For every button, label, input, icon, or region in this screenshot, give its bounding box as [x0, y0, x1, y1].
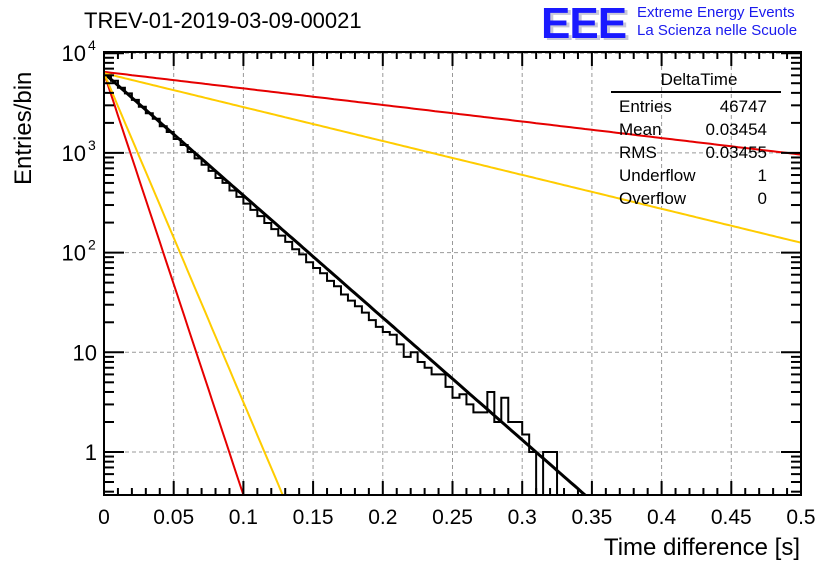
- y-tick-label: 10: [62, 241, 86, 266]
- eee-logo-mark: EEE: [541, 0, 627, 48]
- grid-lines: [104, 52, 801, 495]
- stats-row-overflow: Overflow 0: [611, 187, 781, 210]
- y-axis-label: Entries/bin: [10, 71, 37, 185]
- stats-row-entries: Entries 46747: [611, 95, 781, 118]
- stats-row-underflow: Underflow 1: [611, 164, 781, 187]
- x-tick-label: 0.5: [786, 506, 815, 529]
- stats-value: 0.03454: [705, 120, 767, 139]
- x-tick-label: 0.3: [508, 506, 537, 529]
- stats-row-mean: Mean 0.03454: [611, 118, 781, 141]
- y-tick-label: 10: [62, 141, 86, 166]
- histogram: [104, 73, 559, 495]
- fit-curve-red-shallow: [104, 70, 801, 156]
- stats-label: RMS: [619, 143, 657, 162]
- stats-row-rms: RMS 0.03455: [611, 141, 781, 164]
- stats-title: DeltaTime: [660, 70, 738, 89]
- y-tick-label: 10: [62, 41, 86, 66]
- x-tick-label: 0.2: [368, 506, 397, 529]
- x-tick-label: 0.45: [711, 506, 752, 529]
- y-tick-label: 1: [85, 440, 97, 465]
- fit-curves: [104, 70, 801, 495]
- x-tick-label: 0.05: [153, 506, 194, 529]
- x-tick-label: 0.15: [293, 506, 334, 529]
- stats-value: 1: [757, 166, 767, 185]
- stats-label: Overflow: [619, 189, 687, 208]
- fit-curve-yellow-steep: [104, 72, 284, 495]
- y-tick-exponent: 3: [88, 137, 96, 153]
- x-tick-labels: 0 0.05 0.1 0.15 0.2 0.25 0.3 0.35 0.4 0.45 0.5: [98, 506, 815, 529]
- stats-value: 0.03455: [705, 143, 767, 162]
- eee-logo-text: Extreme Energy Events La Scienza nelle S…: [637, 4, 797, 40]
- stats-label: Entries: [619, 97, 672, 116]
- histogram-outline: [104, 73, 559, 495]
- x-tick-label: 0.4: [647, 506, 677, 529]
- stats-divider: [611, 91, 781, 93]
- chart-title: TREV-01-2019-03-09-00021: [84, 8, 362, 33]
- stats-label: Underflow: [619, 166, 696, 185]
- x-tick-label: 0.25: [432, 506, 473, 529]
- logo-line-2: La Scienza nelle Scuole: [637, 22, 798, 39]
- stats-label: Mean: [619, 120, 662, 139]
- fit-curve-red-steep: [104, 72, 245, 495]
- x-tick-label: 0.35: [571, 506, 612, 529]
- y-tick-exponent: 2: [88, 237, 96, 253]
- stats-value: 46747: [719, 97, 767, 116]
- y-tick-label: 10: [73, 340, 97, 365]
- y-tick-exponent: 4: [88, 37, 96, 53]
- x-tick-label: 0.1: [229, 506, 258, 529]
- x-tick-label: 0: [98, 506, 110, 529]
- x-axis-label: Time difference [s]: [603, 534, 800, 561]
- logo-line-1: Extreme Energy Events: [637, 4, 795, 21]
- stats-box: DeltaTime Entries 46747 Mean 0.03454 RMS 0.…: [611, 70, 781, 210]
- fit-curve-fit: [104, 72, 588, 495]
- axes: [103, 51, 802, 496]
- fit-curve-yellow-shallow: [104, 72, 801, 244]
- stats-value: 0: [757, 189, 767, 208]
